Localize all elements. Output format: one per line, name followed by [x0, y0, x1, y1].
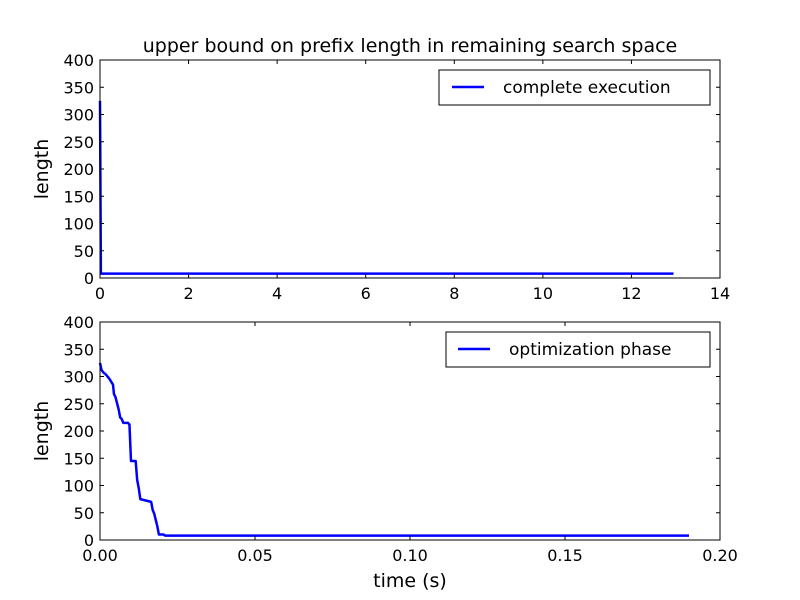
y-tick-label: 200 [63, 422, 94, 441]
x-tick-label: 12 [621, 284, 641, 303]
legend: optimization phase [445, 331, 711, 368]
x-tick-label: 14 [710, 284, 730, 303]
chart-optimization-phase: length time (s) 0.00 0.05 0.10 0.15 0.20 0 50 1… [31, 313, 738, 592]
y-tick-label: 250 [63, 133, 94, 152]
y-tick-label: 0 [84, 269, 94, 288]
tick-layer: 0 2 4 6 8 10 12 14 0 50 100 150 200 250 300 350 400 [63, 51, 730, 303]
x-tick-label: 4 [272, 284, 282, 303]
y-tick-label: 150 [63, 187, 94, 206]
y-tick-label: 400 [63, 313, 94, 332]
legend-label: optimization phase [509, 340, 671, 360]
legend-box [445, 331, 711, 368]
y-tick-label: 350 [63, 78, 94, 97]
x-tick-label: 0.10 [392, 546, 428, 565]
x-tick-label: 0.15 [547, 546, 583, 565]
x-tick-label: 0.00 [82, 546, 118, 565]
series-line [98, 362, 689, 537]
y-tick-label: 350 [63, 340, 94, 359]
x-tick-label: 10 [533, 284, 553, 303]
legend: complete execution [438, 69, 711, 106]
y-tick-label: 400 [63, 51, 94, 70]
tick-layer: 0.00 0.05 0.10 0.15 0.20 0 50 100 150 200 250 300 35… [63, 313, 737, 565]
series-layer [98, 362, 689, 537]
y-tick-label: 200 [63, 160, 94, 179]
chart-title: upper bound on prefix length in remainin… [143, 35, 678, 57]
legend-box [438, 69, 711, 106]
y-tick-label: 50 [74, 242, 94, 261]
x-axis-label: time (s) [373, 570, 447, 592]
y-tick-label: 300 [63, 368, 94, 387]
chart-complete-execution: upper bound on prefix length in remainin… [31, 35, 730, 303]
y-tick-label: 0 [84, 531, 94, 550]
y-tick-label: 300 [63, 106, 94, 125]
legend-label: complete execution [503, 78, 671, 98]
x-tick-label: 2 [183, 284, 193, 303]
x-tick-label: 0.05 [237, 546, 273, 565]
y-tick-label: 150 [63, 449, 94, 468]
x-tick-label: 6 [361, 284, 371, 303]
y-tick-label: 100 [63, 477, 94, 496]
y-axis-label: length [31, 401, 53, 462]
y-tick-label: 250 [63, 395, 94, 414]
x-tick-label: 0.20 [702, 546, 738, 565]
y-tick-label: 100 [63, 215, 94, 234]
y-axis-label: length [31, 139, 53, 200]
x-tick-label: 0 [95, 284, 105, 303]
x-tick-label: 8 [449, 284, 459, 303]
y-tick-label: 50 [74, 504, 94, 523]
